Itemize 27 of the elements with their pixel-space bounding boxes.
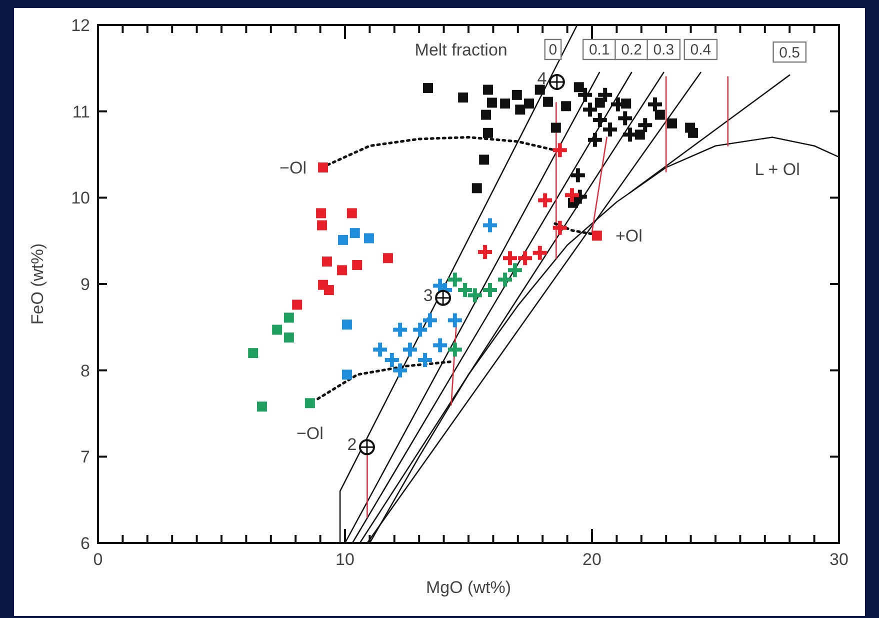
- annotation: 0.5: [779, 44, 800, 62]
- y-tick-label: 10: [71, 188, 90, 208]
- annotation: 0.1: [588, 42, 610, 59]
- y-tick-label: 7: [80, 448, 90, 467]
- annotation: 3: [423, 286, 433, 305]
- y-tick-label: 6: [80, 534, 90, 553]
- x-tick-label: 30: [830, 550, 848, 569]
- annotation: 2: [347, 435, 357, 454]
- annotation: 0.4: [690, 42, 712, 59]
- annotation: −Ol: [296, 424, 324, 444]
- y-tick-label: 9: [80, 274, 90, 294]
- y-tick-label: 12: [71, 16, 90, 35]
- annotation: 0: [548, 42, 558, 59]
- y-axis-title: FeO (wt%): [28, 243, 47, 325]
- x-tick-label: 10: [336, 550, 354, 569]
- annotation: 0.2: [621, 42, 642, 59]
- x-tick-label: 0: [93, 550, 103, 569]
- annotation: Melt fraction: [414, 40, 508, 60]
- annotation: 4: [537, 68, 547, 88]
- y-tick-label: 8: [80, 361, 90, 380]
- annotation: L + Ol: [754, 160, 800, 180]
- annotation: −Ol: [280, 158, 306, 178]
- annotation: +Ol: [615, 226, 642, 246]
- y-tick-label: 11: [72, 102, 90, 122]
- x-tick-label: 20: [582, 550, 602, 569]
- annotation: 0.3: [653, 42, 674, 59]
- x-axis-title: MgO (wt%): [426, 578, 511, 597]
